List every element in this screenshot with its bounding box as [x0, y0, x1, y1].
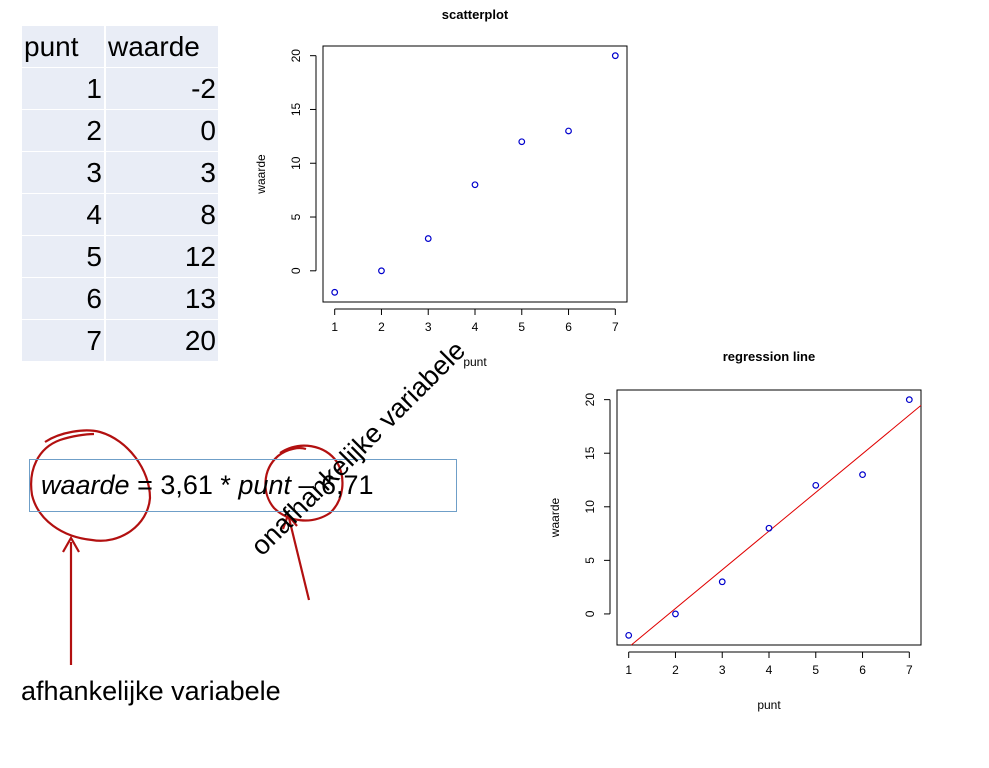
y-axis-label: waarde	[548, 497, 562, 538]
x-tick-label: 3	[425, 320, 432, 334]
data-point	[812, 481, 820, 489]
plot-frame	[616, 389, 922, 646]
table-cell: 6	[22, 278, 106, 320]
table-cell: 12	[106, 236, 218, 278]
data-point	[859, 471, 866, 479]
y-tick-label: 5	[583, 557, 597, 564]
table-cell: 8	[106, 194, 218, 236]
data-point	[625, 631, 633, 639]
x-tick-label: 1	[331, 320, 338, 334]
x-tick-label: 7	[612, 320, 619, 334]
data-point	[672, 610, 679, 618]
dependent-variable-label: afhankelijke variabele	[21, 676, 281, 706]
x-tick-label: 5	[812, 663, 819, 677]
x-tick-label: 2	[378, 320, 385, 334]
regression-formula: waarde = 3,61 * punt – 6,71	[29, 459, 457, 512]
data-point	[331, 288, 339, 296]
table-cell: 3	[106, 152, 218, 194]
x-axis-label: punt	[463, 355, 487, 369]
table-cell: 20	[106, 320, 218, 362]
table-cell: -2	[106, 68, 218, 110]
x-axis-label: punt	[757, 698, 781, 712]
table-cell: 7	[22, 320, 106, 362]
arrow-independent-icon	[281, 512, 311, 601]
table-header-waarde: waarde	[106, 26, 218, 68]
table-cell: 3	[22, 152, 106, 194]
y-tick-label: 15	[583, 446, 597, 460]
data-point	[565, 127, 572, 135]
y-tick-label: 20	[289, 49, 303, 63]
table-row: 7 20	[22, 320, 218, 362]
table-cell: 2	[22, 110, 106, 152]
chart-title: regression line	[723, 349, 815, 364]
y-axis-label: waarde	[254, 154, 268, 195]
data-point	[378, 267, 385, 275]
data-point	[611, 52, 619, 60]
y-tick-label: 10	[289, 156, 303, 170]
y-tick-label: 5	[289, 213, 303, 220]
x-tick-label: 7	[906, 663, 913, 677]
chart-title: scatterplot	[442, 7, 509, 22]
formula-operator: = 3,61 *	[129, 470, 239, 500]
x-tick-label: 6	[565, 320, 572, 334]
table-cell: 13	[106, 278, 218, 320]
data-point	[905, 396, 913, 404]
data-point	[718, 578, 726, 586]
scatterplot-chart: scatterplot 1 2 3 4 5 6 7 0 5 10 15 20 punt waarde	[254, 7, 628, 369]
y-tick-label: 15	[289, 102, 303, 116]
x-tick-label: 3	[719, 663, 726, 677]
plot-frame	[322, 45, 628, 303]
circle-waarde-icon	[30, 429, 152, 542]
formula-constant: – 6,71	[290, 470, 374, 500]
table-row: 5 12	[22, 236, 218, 278]
y-tick-label: 0	[289, 267, 303, 274]
x-tick-label: 4	[472, 320, 479, 334]
formula-var-punt: punt	[238, 470, 291, 500]
regression-line	[630, 405, 922, 646]
table-cell: 5	[22, 236, 106, 278]
table-row: 6 13	[22, 278, 218, 320]
data-point	[424, 235, 432, 242]
x-tick-label: 4	[766, 663, 773, 677]
data-point	[765, 524, 773, 532]
formula-var-waarde: waarde	[41, 470, 130, 500]
regression-chart: regression line 1 2 3 4 5 6 7 0 5 10 15 20 punt waarde	[548, 349, 922, 712]
x-tick-label: 2	[672, 663, 679, 677]
circle-punt-icon	[264, 444, 344, 522]
table-cell: 0	[106, 110, 218, 152]
y-tick-label: 10	[583, 500, 597, 514]
x-tick-label: 5	[518, 320, 525, 334]
x-tick-label: 1	[625, 663, 632, 677]
table-cell: 1	[22, 68, 106, 110]
y-tick-label: 0	[583, 610, 597, 617]
data-point	[518, 138, 526, 146]
data-point	[471, 181, 479, 189]
arrow-dependent-icon	[62, 535, 80, 665]
table-cell: 4	[22, 194, 106, 236]
x-tick-label: 6	[859, 663, 866, 677]
table-header-row: punt waarde	[22, 26, 218, 68]
table-row: 1 -2	[22, 68, 218, 110]
table-header-punt: punt	[22, 26, 106, 68]
y-tick-label: 20	[583, 393, 597, 407]
